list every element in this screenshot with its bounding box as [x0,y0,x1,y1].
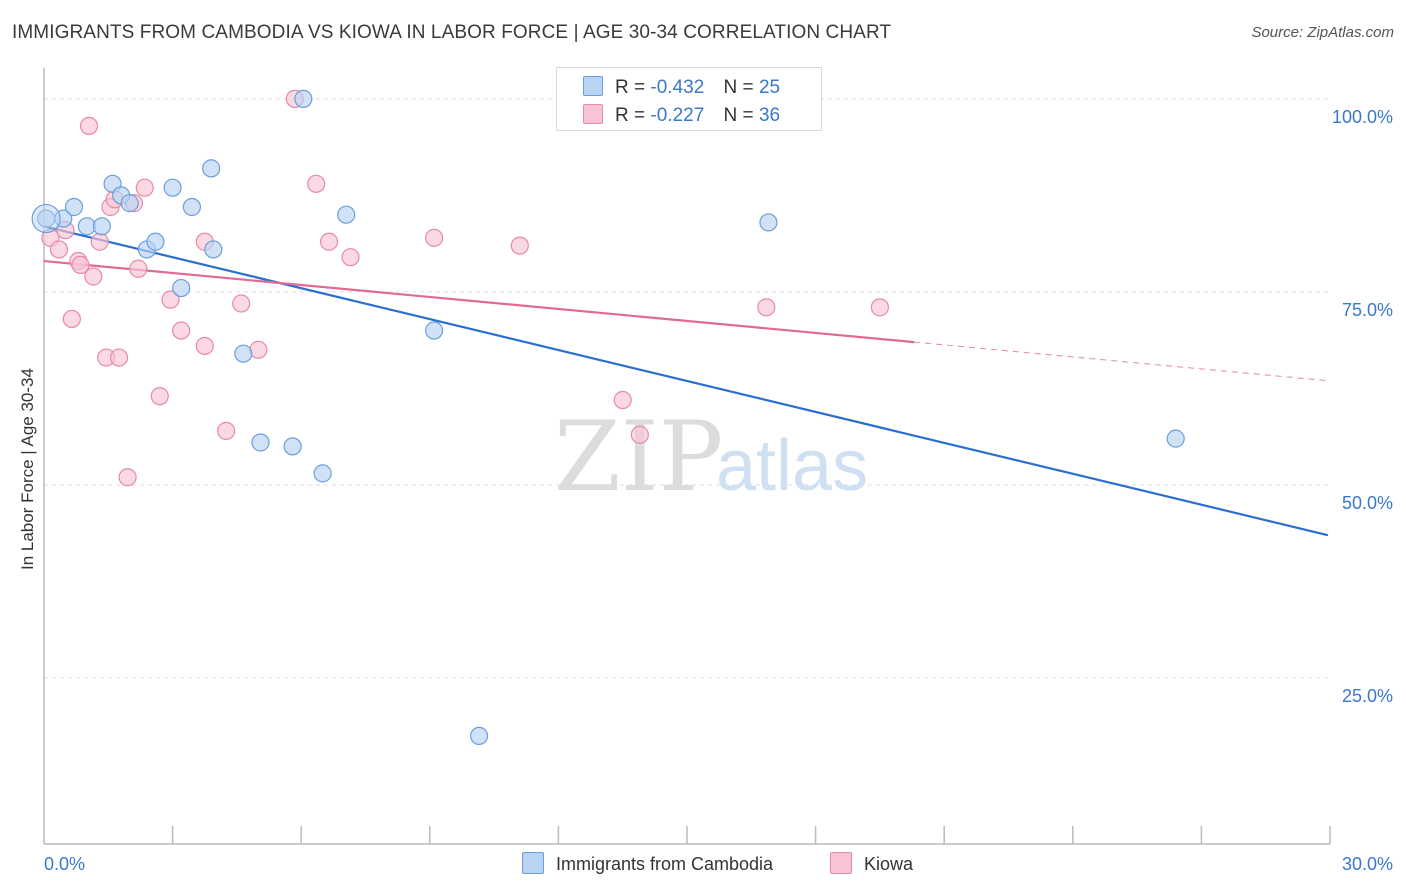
y-tick-label: 100.0% [1332,107,1393,127]
legend-row-series-a: R = -0.432 N = 25 [583,76,780,99]
point-cambodia [202,159,221,178]
point-kiowa [71,255,90,274]
legend-swatch-b [583,104,603,124]
x-tick-label: 0.0% [44,854,85,874]
point-kiowa [613,390,632,410]
point-kiowa [135,178,154,197]
point-cambodia [469,726,489,746]
bottom-legend-label-b: Kiowa [864,854,914,874]
legend-swatch-a [583,76,603,96]
point-kiowa [195,336,214,356]
watermark-atlas: atlas [716,426,868,506]
trend-lines [43,225,1329,537]
stats-legend: R = -0.432 N = 25 R = -0.227 N = 36 [556,67,822,131]
point-cambodia [759,213,778,232]
chart-title: IMMIGRANTS FROM CAMBODIA VS KIOWA IN LAB… [12,22,892,43]
point-kiowa [118,468,137,487]
point-cambodia [92,217,111,236]
trend-line-series-b-extension [914,341,1328,382]
point-kiowa [62,309,81,329]
point-kiowa [129,259,148,278]
legend-n-label-b: N = [723,105,754,126]
point-kiowa [84,267,103,286]
point-cambodia [424,321,444,340]
point-cambodia [251,433,270,452]
trend-line-series-a [43,225,1329,537]
bottom-legend-item-a: Immigrants from Cambodia [522,852,773,875]
trend-line-series-b [43,259,915,344]
point-cambodia [64,197,84,217]
point-kiowa [870,298,890,317]
point-kiowa [109,348,129,367]
legend-r-label-a: R = [615,77,646,98]
point-kiowa [90,232,109,251]
legend-row-series-b: R = -0.227 N = 36 [583,104,780,127]
point-kiowa [319,232,339,251]
point-cambodia [204,240,223,259]
point-kiowa [161,290,180,309]
point-cambodia [313,464,332,483]
point-kiowa [79,116,99,136]
point-kiowa [630,425,649,444]
point-kiowa [232,294,251,313]
point-cambodia [234,344,253,363]
point-kiowa [249,340,268,359]
point-cambodia [163,178,182,197]
point-cambodia [294,89,313,108]
watermark-zip: ZIP [554,401,723,513]
y-axis-label: In Labor Force | Age 30-34 [18,368,37,570]
data-points [31,89,1185,746]
point-kiowa [150,387,169,406]
point-cambodia [146,232,165,251]
source-note: Source: ZipAtlas.com [1251,24,1394,41]
point-cambodia [120,194,139,213]
point-kiowa [49,240,69,259]
y-tick-label: 50.0% [1342,493,1393,513]
point-cambodia [182,197,201,217]
tick-labels: 25.0% 50.0% 75.0% 100.0% 0.0% 30.0% [44,107,1393,874]
legend-n-value-b: 36 [758,105,781,126]
point-cambodia [283,437,302,456]
axes [43,68,1331,845]
bottom-legend-swatch-a [522,852,544,874]
x-tick-label: 30.0% [1342,854,1393,874]
point-cambodia [1166,429,1185,448]
legend-r-value-a: -0.432 [650,77,705,98]
point-kiowa [757,298,776,317]
legend-n-label-a: N = [723,77,754,98]
bottom-legend-label-a: Immigrants from Cambodia [556,854,774,874]
point-kiowa [510,236,529,255]
point-kiowa [341,248,360,267]
point-cambodia [172,278,191,298]
point-kiowa [424,228,444,247]
legend-n-value-a: 25 [758,77,781,98]
gridlines [44,98,1330,679]
point-cambodia-large [31,203,61,234]
watermark: ZIP atlas [554,401,868,513]
point-kiowa [307,174,326,193]
point-kiowa [217,421,236,441]
bottom-legend-item-b: Kiowa [830,852,913,875]
y-tick-label: 25.0% [1342,686,1393,706]
y-tick-label: 75.0% [1342,300,1393,320]
point-kiowa [172,321,191,340]
legend-r-label-b: R = [615,105,646,126]
bottom-legend-swatch-b [830,852,852,874]
legend-r-value-b: -0.227 [650,105,705,126]
point-cambodia [337,205,356,224]
